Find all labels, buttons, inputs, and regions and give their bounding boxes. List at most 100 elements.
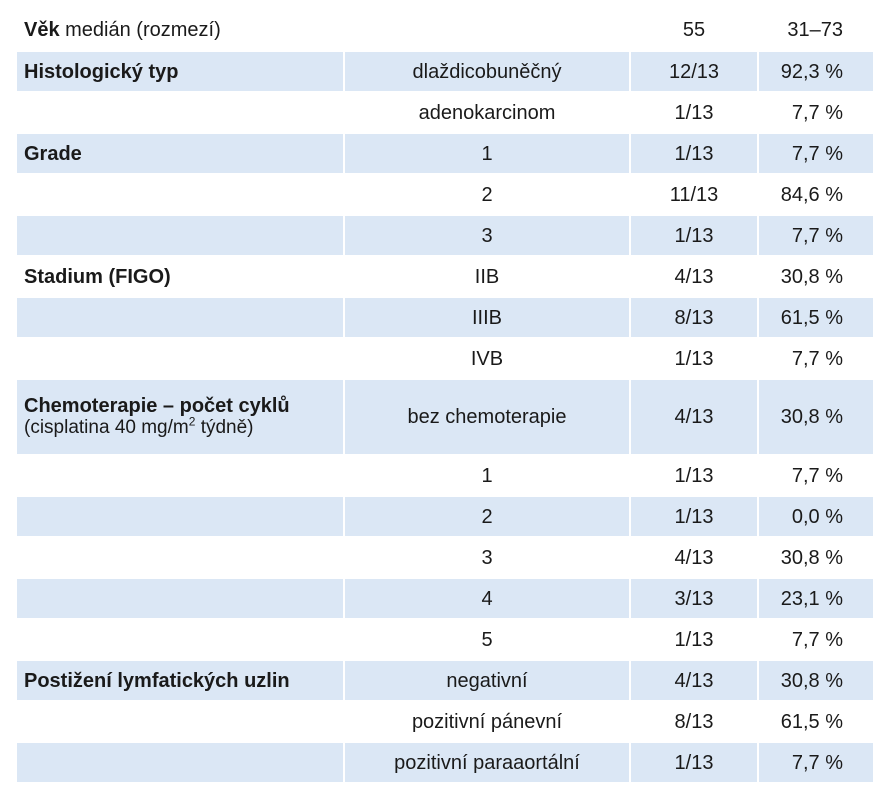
row-category: dlaždicobuněčný [345,52,629,91]
patient-characteristics-table: Věk medián (rozmezí) 55 31–73 Histologic… [17,10,873,784]
row-label [17,216,343,255]
table-row: Histologický typ dlaždicobuněčný 12/13 9… [17,52,873,91]
row-count: 12/13 [631,52,757,91]
row-label-rest: medián (rozmezí) [59,19,221,41]
row-category: 1 [481,464,493,487]
table-row: 2 1/13 0,0 % [17,497,873,536]
row-category: 3 [345,216,629,255]
row-percent: 30,8 % [780,546,843,569]
table-row: 3 1/13 7,7 % [17,216,873,255]
row-count: 1/13 [674,464,714,487]
row-sublabel-pre: (cisplatina 40 mg/m [24,417,189,438]
table-row: 4 3/13 23,1 % [17,579,873,618]
row-label-bold: Věk [24,19,60,41]
row-category: 3 [481,546,493,569]
row-label-text: Chemoterapie – počet cyklů [24,395,290,417]
row-label-text: Histologický typ [24,60,179,83]
row-percent: 84,6 % [780,183,843,206]
table-row: Grade 1 1/13 7,7 % [17,134,873,173]
row-label: Stadium (FIGO) [17,257,343,296]
row-label-text: Grade [24,142,82,165]
row-percent: 7,7 % [759,743,873,782]
row-category: adenokarcinom [418,101,556,124]
row-count: 1/13 [631,134,757,173]
row-label: Histologický typ [17,52,343,91]
row-category: IVB [470,347,504,370]
row-category: 2 [481,183,493,206]
row-category: 1 [345,134,629,173]
row-category [345,10,629,50]
table-row: IVB 1/13 7,7 % [17,339,873,378]
row-sublabel-post: týdně) [195,417,254,438]
row-category: pozitivní paraaortální [345,743,629,782]
row-count: 1/13 [631,216,757,255]
row-percent: 61,5 % [759,298,873,337]
row-percent: 61,5 % [780,710,843,733]
table-row: 3 4/13 30,8 % [17,538,873,577]
table-row: adenokarcinom 1/13 7,7 % [17,93,873,132]
row-percent: 30,8 % [780,265,843,288]
row-label-text: Stadium (FIGO) [24,265,171,288]
row-label [17,620,343,659]
table-row: pozitivní pánevní 8/13 61,5 % [17,702,873,741]
row-count: 11/13 [669,183,719,206]
row-label: Postižení lymfatických uzlin [17,661,343,700]
row-category: IIIB [345,298,629,337]
row-percent: 92,3 % [759,52,873,91]
row-label [17,456,343,495]
row-percent: 30,8 % [759,380,873,454]
row-label-text: Postižení lymfatických uzlin [24,669,290,692]
row-count: 4/13 [631,380,757,454]
row-label [17,702,343,741]
row-category: 4 [345,579,629,618]
table-row: 2 11/13 84,6 % [17,175,873,214]
row-count: 8/13 [631,298,757,337]
table-row: Chemoterapie – počet cyklů (cisplatina 4… [17,380,873,454]
table-row: 5 1/13 7,7 % [17,620,873,659]
table-row: Postižení lymfatických uzlin negativní 4… [17,661,873,700]
row-count: 1/13 [674,347,714,370]
row-label [17,497,343,536]
row-percent: 30,8 % [759,661,873,700]
row-category: negativní [345,661,629,700]
row-count: 1/13 [674,628,714,651]
table-row: IIIB 8/13 61,5 % [17,298,873,337]
row-sublabel-sup: 2 [188,414,196,429]
row-sublabel: (cisplatina 40 mg/m2 týdně) [24,414,290,438]
row-category: pozitivní pánevní [411,710,563,733]
row-percent: 7,7 % [759,216,873,255]
row-count: 1/13 [674,101,714,124]
row-percent: 23,1 % [759,579,873,618]
table-row: Stadium (FIGO) IIB 4/13 30,8 % [17,257,873,296]
row-label [17,579,343,618]
row-count: 55 [682,19,706,41]
row-label: Věk medián (rozmezí) [17,10,343,50]
row-label: Grade [17,134,343,173]
row-percent: 0,0 % [759,497,873,536]
row-label [17,298,343,337]
row-percent: 7,7 % [791,628,843,651]
row-label [17,339,343,378]
row-count: 4/13 [631,661,757,700]
table-row: pozitivní paraaortální 1/13 7,7 % [17,743,873,782]
row-category: IIB [474,265,500,288]
row-count: 1/13 [631,497,757,536]
row-category: 2 [345,497,629,536]
row-category: 5 [481,628,493,651]
row-count: 8/13 [674,710,714,733]
row-label: Chemoterapie – počet cyklů (cisplatina 4… [17,380,343,454]
row-percent: 7,7 % [791,464,843,487]
row-label [17,175,343,214]
row-count: 4/13 [674,546,714,569]
row-count: 1/13 [631,743,757,782]
row-count: 3/13 [631,579,757,618]
row-percent: 7,7 % [791,347,843,370]
row-percent: 31–73 [787,19,843,41]
row-label [17,743,343,782]
row-percent: 7,7 % [791,101,843,124]
row-percent: 7,7 % [759,134,873,173]
row-label [17,538,343,577]
table-row: 1 1/13 7,7 % [17,456,873,495]
row-label [17,93,343,132]
row-count: 4/13 [674,265,714,288]
